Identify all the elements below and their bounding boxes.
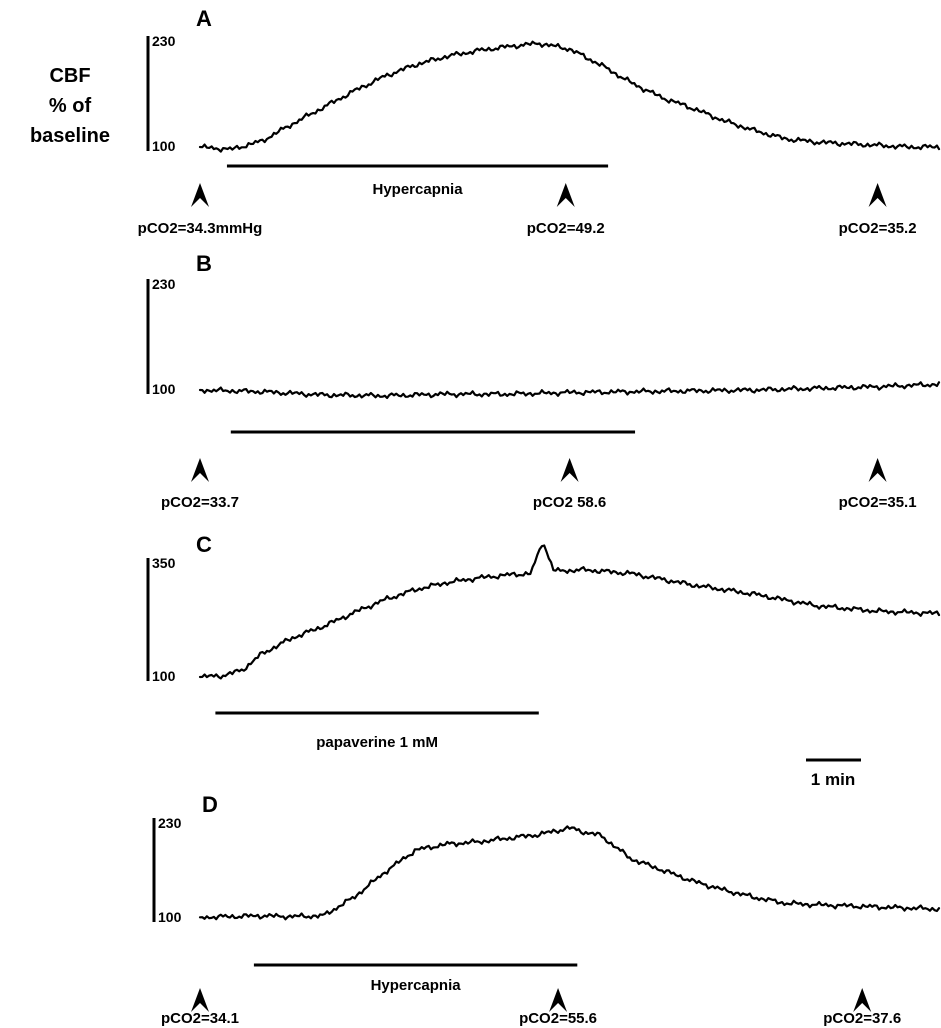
panel-d-letter: D	[202, 792, 218, 817]
panel-a-pco2-label-1: pCO2=34.3mmHg	[138, 220, 263, 237]
panel-d-pco2-label-1: pCO2=34.1	[161, 1010, 239, 1027]
panel-a-trace	[198, 40, 941, 153]
panel-a-pco2-label-3: pCO2=35.2	[839, 220, 917, 237]
y-axis-title-line-2: % of	[49, 95, 92, 117]
time-scale-bar-label: 1 min	[811, 770, 855, 789]
panel-a-arrow-3-icon	[868, 183, 887, 207]
panel-c-trace	[198, 544, 941, 680]
panel-b: B 230 100 pCO2=33.7 pCO2 58.6 pCO2=35.1	[146, 251, 941, 511]
y-axis-title-line-3: baseline	[30, 125, 110, 147]
panel-d-pco2-label-3: pCO2=37.6	[823, 1010, 901, 1027]
panel-a-arrow-1-icon	[191, 183, 209, 207]
panel-b-arrow-1-icon	[191, 458, 209, 482]
panel-a-letter: A	[196, 6, 212, 31]
panel-d: D 230 100 Hypercapnia pCO2=34.1 pCO2=55.6 pCO2…	[152, 792, 941, 1027]
panel-a-tick-top: 230	[152, 33, 176, 49]
panel-c-treatment-label: papaverine 1 mM	[316, 734, 438, 751]
y-axis-title-line-1: CBF	[49, 65, 90, 87]
panel-c-tick-bottom: 100	[152, 668, 176, 684]
panel-d-tick-bottom: 100	[158, 909, 182, 925]
panel-b-tick-top: 230	[152, 276, 176, 292]
panel-b-letter: B	[196, 251, 212, 276]
panel-b-pco2-label-3: pCO2=35.1	[839, 494, 917, 511]
panel-d-arrow-2-icon	[549, 988, 568, 1012]
panel-c: C 350 100 papaverine 1 mM	[146, 532, 941, 751]
panel-b-arrow-2-icon	[560, 458, 579, 482]
panels-group: A 230 100 Hypercapnia pCO2=34.3mmHg pCO2=49.2…	[138, 6, 941, 1027]
panel-a-arrow-2-icon	[556, 183, 575, 207]
panel-d-tick-top: 230	[158, 815, 182, 831]
panel-d-arrow-1-icon	[191, 988, 209, 1012]
panel-a-pco2-label-2: pCO2=49.2	[527, 220, 605, 237]
panel-a-tick-bottom: 100	[152, 138, 176, 154]
panel-a-treatment-label: Hypercapnia	[373, 181, 464, 198]
panel-c-tick-top: 350	[152, 555, 176, 571]
panel-d-treatment-label: Hypercapnia	[371, 977, 462, 994]
panel-a: A 230 100 Hypercapnia pCO2=34.3mmHg pCO2=49.2…	[138, 6, 941, 237]
panel-b-pco2-label-2: pCO2 58.6	[533, 494, 606, 511]
panel-b-trace	[198, 381, 941, 400]
panel-b-tick-bottom: 100	[152, 381, 176, 397]
panel-d-trace	[198, 825, 941, 921]
panel-b-pco2-label-1: pCO2=33.7	[161, 494, 239, 511]
panel-c-letter: C	[196, 532, 212, 557]
panel-d-pco2-label-2: pCO2=55.6	[519, 1010, 597, 1027]
panel-b-arrow-3-icon	[868, 458, 887, 482]
panel-d-arrow-3-icon	[853, 988, 872, 1012]
